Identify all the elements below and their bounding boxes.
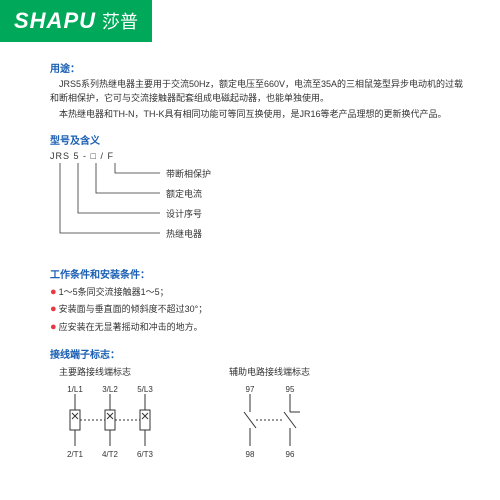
condition-item: ●应安装在无显著摇动和冲击的地方。 bbox=[50, 319, 470, 337]
logo-cn: 莎普 bbox=[102, 8, 138, 34]
usage-para2: 本热继电器和TH-N，TH-K具有相同功能可等同互换使用，是JR16等老产品理想… bbox=[50, 108, 470, 122]
bullet-icon: ● bbox=[50, 321, 57, 333]
term-label: 5/L3 bbox=[137, 385, 153, 394]
term-label: 96 bbox=[286, 450, 295, 459]
bullet-icon: ● bbox=[50, 286, 57, 298]
terminals-row: 主要路接线端标志 1/L1 3/L2 5/L3 bbox=[50, 365, 470, 462]
main-terminal-diagram: 1/L1 3/L2 5/L3 2/T1 4/T2 6/T3 bbox=[50, 382, 190, 462]
aux-terminal-diagram: 97 95 98 96 bbox=[220, 382, 330, 462]
terminals-title: 接线端子标志： bbox=[50, 346, 470, 361]
bullet-icon: ● bbox=[50, 303, 57, 315]
term-label: 3/L2 bbox=[102, 385, 118, 394]
logo-en: SHAPU bbox=[14, 8, 96, 34]
brand-logo: SHAPU 莎普 bbox=[0, 0, 152, 42]
term-label: 2/T1 bbox=[67, 450, 84, 459]
model-label-2: 额定电流 bbox=[166, 187, 202, 200]
aux-terminal-block: 辅助电路接线端标志 97 95 98 96 bbox=[220, 365, 330, 462]
model-label-3: 设计序号 bbox=[166, 207, 202, 220]
model-title: 型号及含义 bbox=[50, 132, 470, 147]
page-content: 用途： JRS5系列热继电器主要用于交流50Hz，额定电压至660V，电流至35… bbox=[0, 42, 500, 462]
condition-item: ●1～5条同交流接触器1～5； bbox=[50, 284, 470, 302]
conditions-list: ●1～5条同交流接触器1～5； ●安装面与垂直面的倾斜度不超过30°； ●应安装… bbox=[50, 284, 470, 337]
term-label: 98 bbox=[246, 450, 255, 459]
usage-para1: JRS5系列热继电器主要用于交流50Hz，额定电压至660V，电流至35A的三相… bbox=[50, 78, 470, 105]
model-diagram: JRS 5 - □ / F 带断相保护 额定电流 设计序号 热继电器 bbox=[50, 151, 470, 266]
aux-terminal-title: 辅助电路接线端标志 bbox=[220, 365, 330, 378]
model-label-1: 带断相保护 bbox=[166, 167, 211, 180]
model-code: JRS 5 - □ / F bbox=[50, 151, 114, 161]
usage-title: 用途： bbox=[50, 60, 470, 75]
term-label: 1/L1 bbox=[67, 385, 83, 394]
term-label: 4/T2 bbox=[102, 450, 119, 459]
term-label: 6/T3 bbox=[137, 450, 154, 459]
term-label: 97 bbox=[246, 385, 255, 394]
term-label: 95 bbox=[286, 385, 295, 394]
condition-item: ●安装面与垂直面的倾斜度不超过30°； bbox=[50, 301, 470, 319]
model-label-4: 热继电器 bbox=[166, 227, 202, 240]
main-terminal-block: 主要路接线端标志 1/L1 3/L2 5/L3 bbox=[50, 365, 190, 462]
main-terminal-title: 主要路接线端标志 bbox=[50, 365, 190, 378]
